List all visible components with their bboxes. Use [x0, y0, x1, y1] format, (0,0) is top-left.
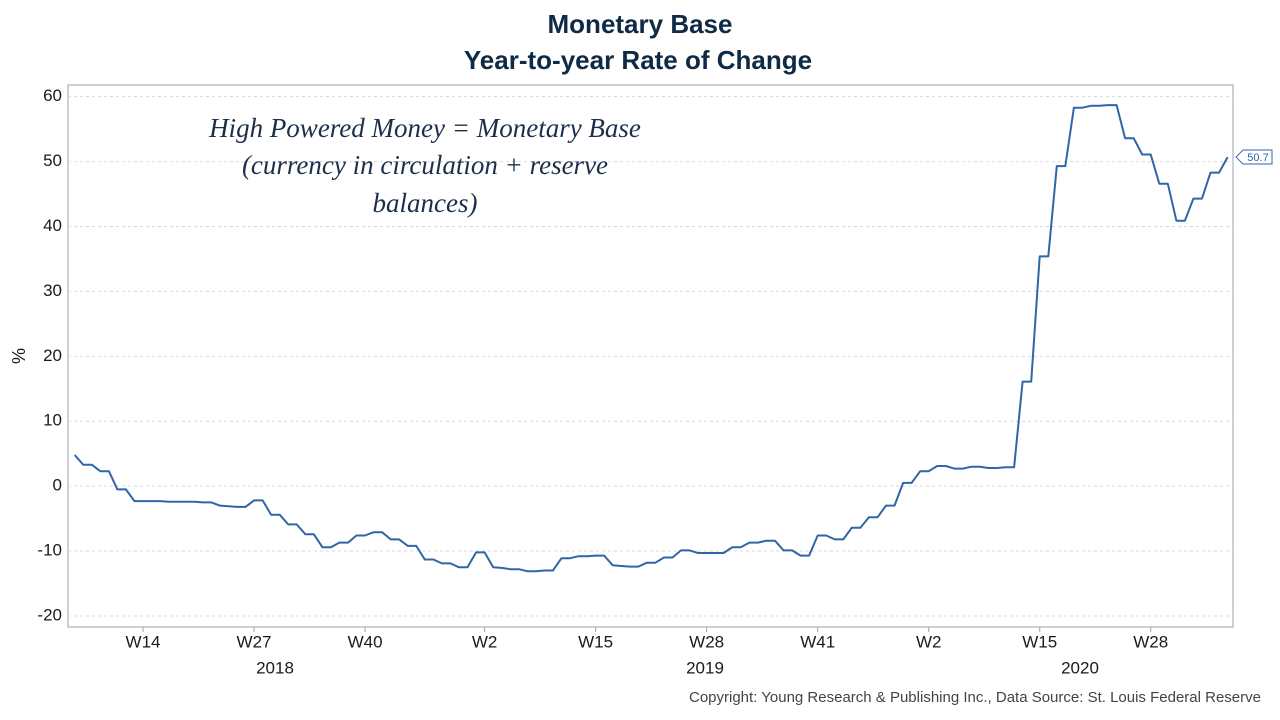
end-label-box	[1235, 149, 1273, 165]
y-tick-label: 10	[43, 411, 62, 430]
x-tick-label: W14	[126, 632, 161, 651]
y-tick-label: -10	[37, 541, 62, 560]
x-tick-label: W15	[578, 632, 613, 651]
year-label: 2018	[256, 658, 294, 677]
x-tick-label: W28	[1133, 632, 1168, 651]
year-label: 2020	[1061, 658, 1099, 677]
x-tick-label: W41	[800, 632, 835, 651]
x-tick-label: W2	[472, 632, 498, 651]
data-line	[73, 104, 1229, 573]
x-tick-label: W28	[689, 632, 724, 651]
source-note: Copyright: Young Research & Publishing I…	[689, 689, 1261, 706]
y-tick-label: 50	[43, 151, 62, 170]
y-tick-label: -20	[37, 605, 62, 624]
x-tick-label: W2	[916, 632, 942, 651]
chart-title: Year-to-year Rate of Change	[464, 45, 812, 75]
y-tick-label: 40	[43, 216, 62, 235]
y-tick-label: 60	[43, 86, 62, 105]
x-tick-label: W15	[1022, 632, 1057, 651]
annotation: (currency in circulation + reserve	[242, 150, 608, 180]
y-tick-label: 0	[53, 476, 62, 495]
y-tick-label: 20	[43, 346, 62, 365]
y-axis-label: %	[9, 348, 29, 364]
year-label: 2019	[686, 658, 724, 677]
annotation: High Powered Money = Monetary Base	[208, 113, 641, 143]
end-label: 50.7	[1247, 152, 1268, 164]
x-tick-label: W40	[348, 632, 383, 651]
annotation: balances)	[373, 188, 478, 218]
chart-title: Monetary Base	[548, 9, 733, 39]
y-tick-label: 30	[43, 281, 62, 300]
x-tick-label: W27	[237, 632, 272, 651]
